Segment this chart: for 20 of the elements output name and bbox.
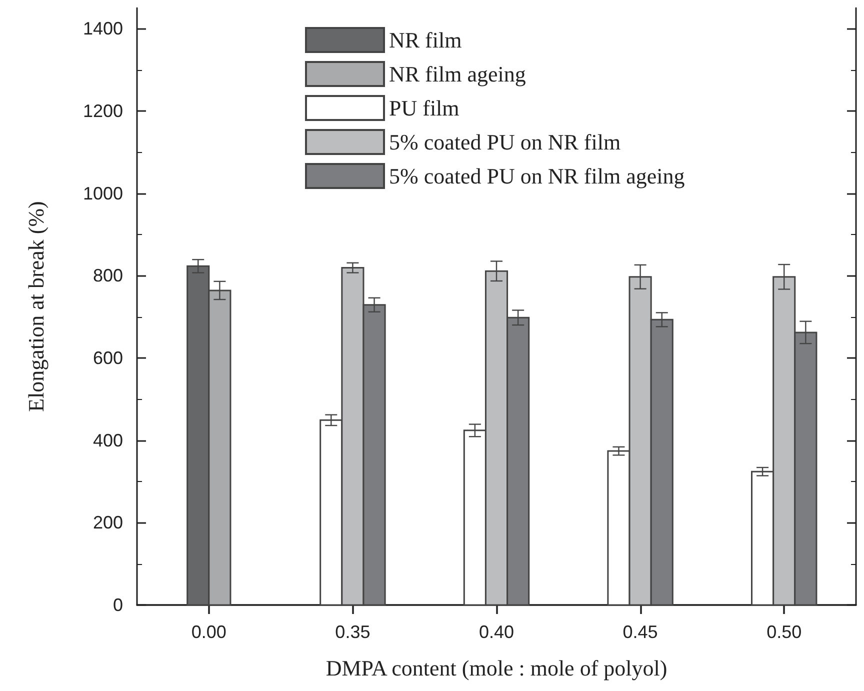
x-tick-label: 0.35 bbox=[335, 622, 370, 642]
y-tick-label: 1000 bbox=[82, 183, 123, 204]
x-tick-label: 0.00 bbox=[191, 622, 226, 642]
y-tick-label: 600 bbox=[92, 348, 123, 368]
x-axis-title: DMPA content (mole : mole of polyol) bbox=[326, 656, 668, 680]
x-tick-label: 0.50 bbox=[766, 622, 802, 642]
y-tick-label: 1400 bbox=[82, 18, 123, 39]
legend-label: PU film bbox=[389, 96, 460, 120]
y-tick-label: 1200 bbox=[82, 100, 123, 121]
y-tick-label: 800 bbox=[92, 266, 123, 286]
y-tick-label: 400 bbox=[92, 430, 123, 450]
y-axis-title: Elongation at break (%) bbox=[24, 201, 48, 412]
legend-label: 5% coated PU on NR film bbox=[389, 130, 621, 154]
y-tick-label: 200 bbox=[92, 512, 123, 533]
x-tick-label: 0.45 bbox=[622, 622, 658, 642]
legend-label: 5% coated PU on NR film ageing bbox=[389, 164, 685, 188]
legend-label: NR film ageing bbox=[389, 62, 526, 86]
x-tick-label: 0.40 bbox=[478, 622, 514, 642]
y-tick-label: 0 bbox=[112, 595, 123, 615]
legend-label: NR film bbox=[389, 28, 462, 52]
